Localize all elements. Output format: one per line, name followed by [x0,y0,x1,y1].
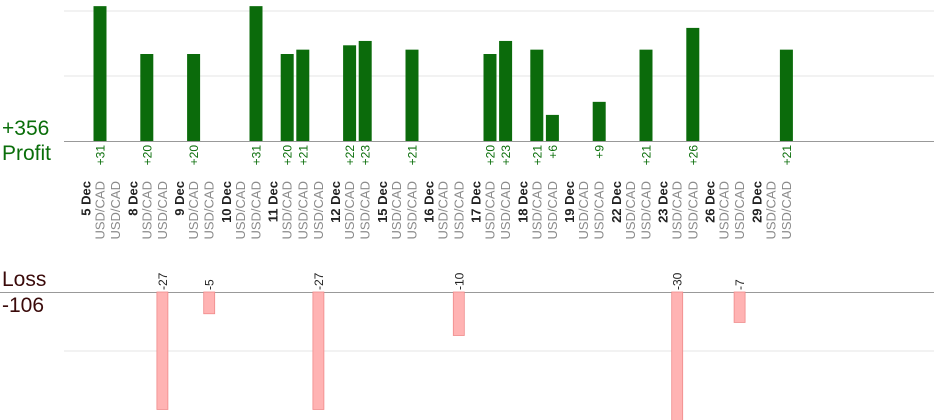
profit-bar [249,6,263,142]
profit-bar [93,6,107,142]
pair-label: USD/CAD [451,181,466,240]
profit-bar [343,45,357,141]
profit-label: Profit [2,142,52,165]
pair-label: USD/CAD [280,181,295,240]
pair-label: USD/CAD [685,181,700,240]
profit-value-label: +20 [484,145,498,166]
profit-value-label: +9 [593,145,607,159]
profit-value-label: +23 [499,145,513,166]
pair-label: USD/CAD [233,181,248,240]
pair-label: USD/CAD [155,181,170,240]
loss-label: Loss [2,268,47,291]
profit-value-label: +20 [281,145,295,166]
profit-bar [592,101,606,141]
date-label: 10 Dec [219,181,234,223]
date-label: 26 Dec [703,181,718,223]
loss-value-label: -5 [203,279,217,290]
date-label: 19 Dec [562,181,577,223]
date-label: 29 Dec [749,181,764,223]
date-label: 12 Dec [328,181,343,223]
pair-label: USD/CAD [389,181,404,240]
loss-bar [733,291,746,323]
date-label: 11 Dec [266,181,281,222]
profit-value-label: +23 [359,145,373,166]
pair-label: USD/CAD [498,181,513,240]
loss-value-label: -10 [452,272,466,290]
pair-label: USD/CAD [358,181,373,240]
date-label: 15 Dec [375,181,390,223]
profit-total: +356 [2,117,50,140]
pair-label: USD/CAD [186,181,201,240]
profit-bar [545,114,559,141]
profit-value-label: +21 [406,145,420,166]
profit-bar [280,54,294,141]
profit-value-label: +21 [296,145,310,166]
pair-label: USD/CAD [779,181,794,240]
loss-value-label: -27 [312,272,326,290]
profit-bar [499,40,513,142]
profit-bar [405,49,419,141]
loss-bar [156,291,169,410]
profit-value-label: +20 [187,145,201,166]
loss-value-label: -30 [671,272,685,290]
profit-value-label: +26 [686,145,700,166]
loss-total: -106 [2,294,45,317]
profit-bar [530,49,544,141]
loss-bar [671,291,684,420]
profit-bar [483,54,497,141]
date-label: 9 Dec [172,181,187,216]
pair-label: USD/CAD [139,181,154,240]
loss-bar [203,291,216,315]
profit-bar [296,49,310,141]
profit-value-label: +31 [94,145,108,166]
pair-label: USD/CAD [639,181,654,240]
pair-label: USD/CAD [483,181,498,240]
pair-label: USD/CAD [545,181,560,240]
date-label: 5 Dec [79,181,94,216]
pair-label: USD/CAD [295,181,310,240]
profit-bar [140,54,154,141]
profit-bar [187,54,201,141]
loss-value-label: -7 [733,279,747,290]
pair-label: USD/CAD [717,181,732,240]
loss-bar [452,291,465,336]
profit-bar [639,49,653,141]
loss-bar [312,291,325,410]
profit-bar [358,40,372,142]
pair-label: USD/CAD [763,181,778,240]
pair-label: USD/CAD [436,181,451,240]
profit-value-label: +31 [250,145,264,166]
profit-value-label: +6 [546,145,560,159]
pair-label: USD/CAD [592,181,607,240]
date-label: 16 Dec [422,181,437,223]
date-label: 23 Dec [656,181,671,223]
pair-label: USD/CAD [529,181,544,240]
date-label: 22 Dec [609,181,624,223]
pair-label: USD/CAD [202,181,217,240]
pair-label: USD/CAD [108,181,123,240]
date-label: 17 Dec [469,181,484,223]
loss-value-label: -27 [156,272,170,290]
pair-label: USD/CAD [311,181,326,240]
pair-label: USD/CAD [93,181,108,240]
profit-value-label: +21 [780,145,794,166]
pair-label: USD/CAD [342,181,357,240]
profit-value-label: +22 [343,145,357,166]
profit-value-label: +21 [530,145,544,166]
pair-label: USD/CAD [732,181,747,240]
pair-label: USD/CAD [405,181,420,240]
date-label: 18 Dec [515,181,530,223]
pair-label: USD/CAD [623,181,638,240]
pair-label: USD/CAD [249,181,264,240]
pair-label: USD/CAD [670,181,685,240]
profit-bar [686,27,700,141]
pair-label: USD/CAD [576,181,591,240]
profit-value-label: +20 [140,145,154,166]
profit-bar [779,49,793,141]
date-label: 8 Dec [125,181,140,216]
profit-value-label: +21 [640,145,654,166]
